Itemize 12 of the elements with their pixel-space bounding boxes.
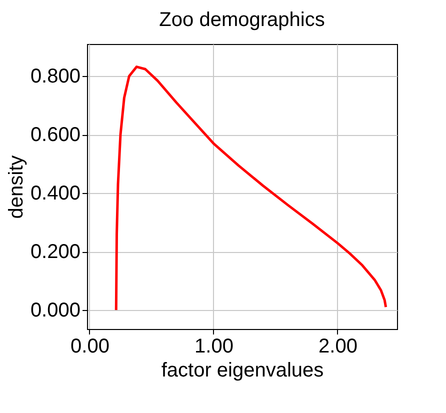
y-axis-title: density xyxy=(5,155,28,219)
y-tick-label: 0.800 xyxy=(30,66,80,88)
x-tick-label: 1.00 xyxy=(194,336,234,358)
chart-title: Zoo demographics xyxy=(159,9,325,31)
line-series xyxy=(114,66,388,312)
y-tick-label: 0.000 xyxy=(30,300,80,322)
x-tick-label: 2.00 xyxy=(318,336,358,358)
x-axis-title: factor eigenvalues xyxy=(161,360,324,382)
y-tick-label: 0.200 xyxy=(30,241,80,264)
x-tick-label: 0.00 xyxy=(70,336,110,358)
y-tick-label: 0.400 xyxy=(30,182,80,205)
y-tick-label: 0.600 xyxy=(30,124,80,146)
